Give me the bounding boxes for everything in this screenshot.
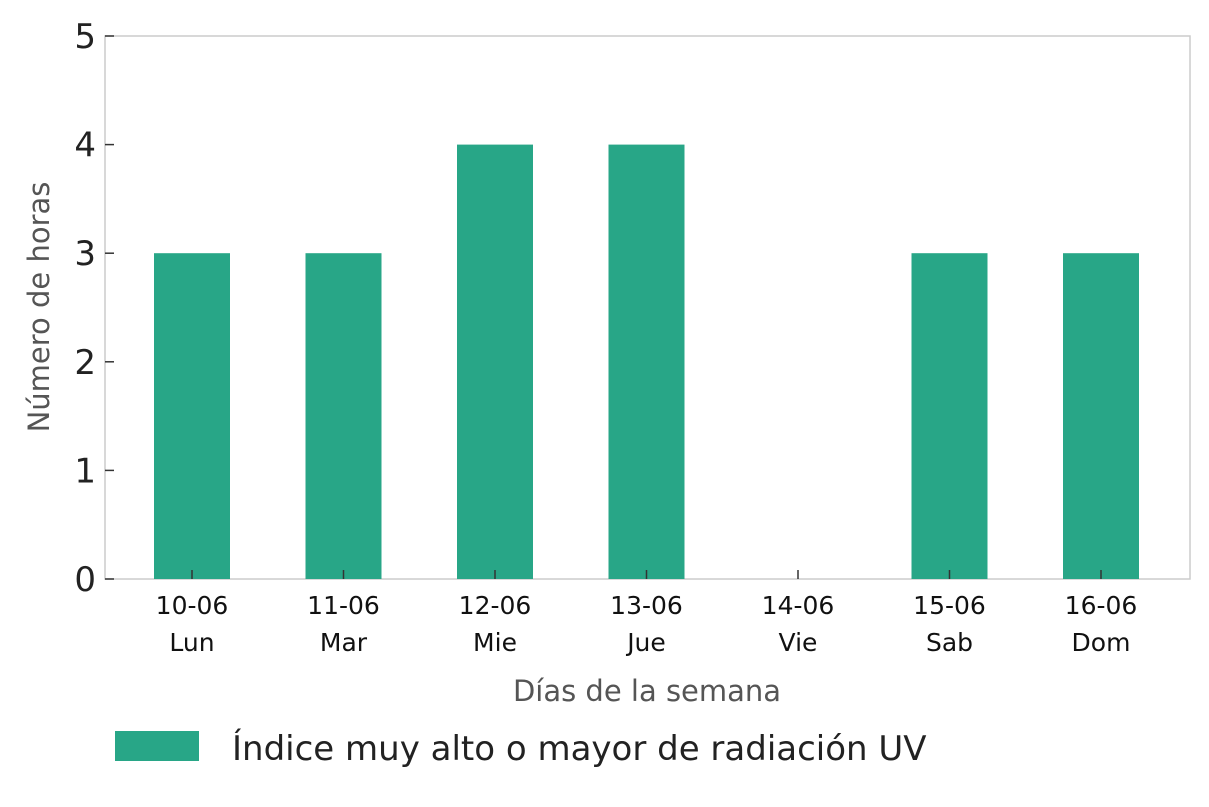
legend-swatch — [115, 731, 199, 761]
x-tick-label-date: 10-06 — [156, 591, 229, 620]
y-tick-label: 3 — [74, 234, 96, 274]
bar-sab — [911, 253, 988, 579]
legend-label: Índice muy alto o mayor de radiación UV — [232, 728, 927, 769]
x-tick-label-day: Sab — [926, 628, 973, 657]
bar-jue — [608, 144, 685, 579]
y-axis: 0 1 2 3 4 5 — [74, 17, 114, 600]
x-tick-label-day: Jue — [625, 628, 666, 657]
bar-mie — [457, 144, 533, 579]
x-tick-label-date: 14-06 — [762, 591, 835, 620]
y-tick-label: 2 — [74, 343, 96, 383]
x-tick-label-day: Dom — [1072, 628, 1131, 657]
bars-layer — [154, 144, 1139, 579]
x-tick-label-date: 15-06 — [913, 591, 986, 620]
y-tick-label: 4 — [74, 126, 96, 166]
x-tick-label-date: 11-06 — [307, 591, 380, 620]
x-axis-title: Días de la semana — [513, 674, 781, 708]
x-tick-label-date: 16-06 — [1065, 591, 1138, 620]
x-tick-label-day: Lun — [169, 628, 214, 657]
y-tick-label: 0 — [74, 560, 96, 600]
y-tick-label: 5 — [74, 17, 96, 57]
x-tick-label-date: 13-06 — [610, 591, 683, 620]
legend: Índice muy alto o mayor de radiación UV — [115, 728, 927, 769]
x-tick-label-date: 12-06 — [459, 591, 532, 620]
x-tick-label-day: Vie — [779, 628, 818, 657]
x-tick-label-day: Mar — [320, 628, 368, 657]
y-axis-title: Número de horas — [22, 182, 56, 433]
bar-mar — [305, 253, 382, 579]
bar-lun — [154, 253, 230, 579]
x-axis: 10-06 Lun 11-06 Mar 12-06 Mie 13-06 Jue 14-06 Vie… — [156, 570, 1138, 657]
x-tick-label-day: Mie — [473, 628, 517, 657]
y-tick-label: 1 — [74, 451, 96, 491]
bar-dom — [1063, 253, 1139, 579]
